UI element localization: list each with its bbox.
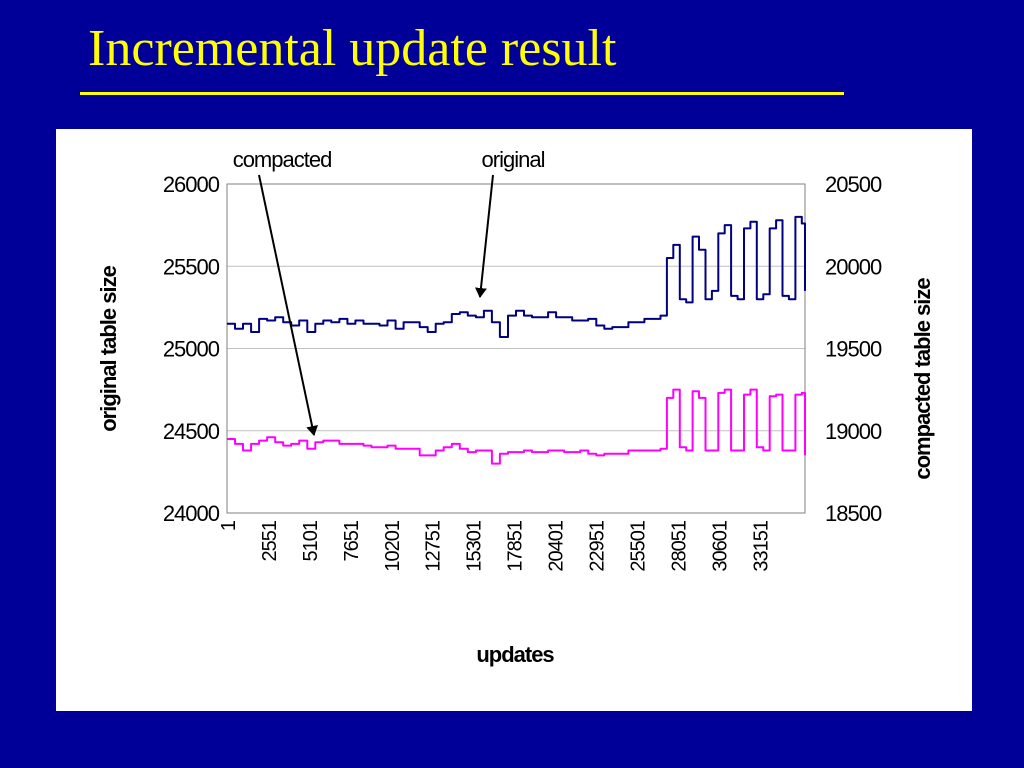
x-tick-label: 12751 (423, 520, 445, 571)
y2-tick-label: 20500 (825, 172, 882, 197)
chart-svg: 26000 25500 25000 24500 24000 20500 20000 1950… (96, 147, 935, 667)
x-axis-label: updates (476, 642, 554, 667)
y-tick-label: 24500 (163, 419, 220, 444)
x-tick-label: 33151 (750, 520, 772, 571)
x-axis-tick-labels: 1 2551 5101 7651 10201 12751 15301 17851 20401 22… (218, 520, 772, 572)
gridlines (227, 265, 805, 432)
x-tick-label: 20401 (546, 520, 568, 571)
y-axis-label: original table size (96, 265, 121, 431)
annotation-original-arrow (474, 174, 494, 298)
x-tick-label: 10201 (382, 520, 404, 571)
y2-tick-label: 18500 (825, 501, 882, 526)
annotation-original-label: original (482, 147, 545, 172)
x-tick-label: 28051 (668, 520, 690, 571)
y-tick-label: 25500 (163, 254, 220, 279)
annotation-compacted-arrow (258, 174, 319, 436)
x-tick-label: 5101 (300, 520, 322, 561)
x-tick-label: 15301 (464, 520, 486, 571)
y-tick-label: 26000 (163, 172, 220, 197)
chart-panel: 26000 25500 25000 24500 24000 20500 20000 1950… (56, 129, 972, 711)
x-tick-label: 1 (218, 520, 240, 531)
annotation-compacted-label: compacted (233, 147, 332, 172)
x-tick-label: 25501 (627, 520, 649, 571)
x-tick-label: 30601 (709, 520, 731, 571)
y2-axis-label: compacted table size (910, 278, 935, 480)
y-tick-label: 25000 (163, 337, 220, 362)
slide-title: Incremental update result (88, 20, 617, 77)
series-line-compacted (227, 388, 806, 465)
x-tick-label: 17851 (505, 520, 527, 571)
y-axis-tick-labels: 26000 25500 25000 24500 24000 (163, 172, 221, 526)
series-line-original (227, 215, 806, 338)
title-underline (80, 92, 844, 95)
y2-tick-label: 19500 (825, 337, 882, 362)
y-tick-label: 24000 (163, 501, 220, 526)
plot-frame (226, 183, 806, 514)
y2-tick-label: 19000 (825, 419, 882, 444)
series-layer (227, 215, 806, 465)
x-tick-label: 7651 (341, 520, 363, 561)
x-tick-label: 22951 (586, 520, 608, 571)
y2-axis-tick-labels: 20500 20000 19500 19000 18500 (825, 172, 883, 526)
x-tick-label: 2551 (259, 520, 281, 561)
annotations: compacted original (233, 147, 546, 436)
y2-tick-label: 20000 (825, 254, 882, 279)
